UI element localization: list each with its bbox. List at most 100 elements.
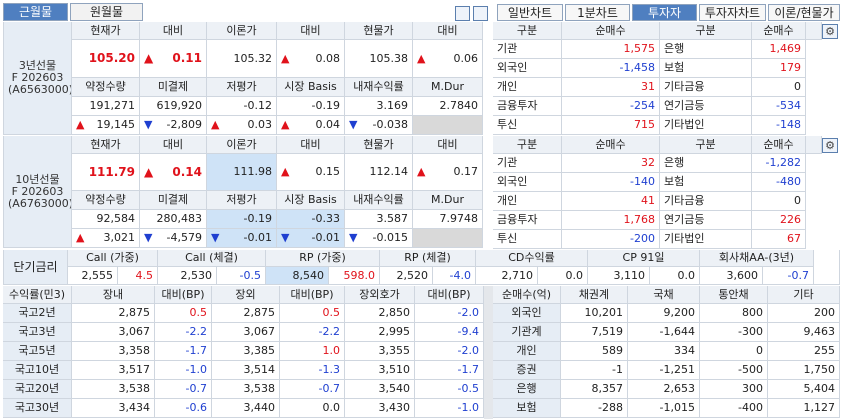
column-header: 순매수	[752, 22, 806, 40]
column-header: 대비	[277, 22, 345, 40]
month-tab[interactable]: 근월물	[3, 3, 68, 21]
net-buy-value: -1,015	[628, 399, 700, 418]
price-value: 105.38	[345, 40, 413, 78]
change-arrow: ▼	[211, 231, 220, 244]
column-header: 약정수량	[72, 78, 140, 97]
yield-value: -2.0	[415, 304, 484, 323]
yield-value: 3,430	[345, 399, 415, 418]
column-header: CD수익률	[476, 250, 588, 267]
net-buy-value: -480	[752, 173, 806, 192]
rates-label: 단기금리	[3, 250, 68, 285]
net-buy-value: 32	[562, 154, 660, 173]
investor-label: 기타법인	[660, 116, 752, 135]
change-cell: ▲ 0.04	[277, 116, 345, 135]
column-header: 순매수	[562, 22, 660, 40]
month-tab[interactable]: 원월물	[70, 3, 143, 21]
change-value: 0.14	[172, 165, 202, 179]
column-header: 대비	[140, 136, 207, 154]
column-header: M.Dur	[413, 191, 483, 210]
column-header: 장외	[212, 286, 280, 304]
yield-value: -2.2	[280, 323, 345, 342]
investor-label: 보험	[493, 399, 561, 418]
change-arrow: ▼	[281, 231, 290, 244]
yield-value: 2,850	[345, 304, 415, 323]
net-buy-value: 1,575	[562, 40, 660, 59]
yield-value: -1.0	[415, 399, 484, 418]
investor-label: 보험	[660, 173, 752, 192]
rate-value: 2,530	[158, 267, 217, 285]
yield-value: 0.5	[280, 304, 345, 323]
column-header: 현물가	[345, 22, 413, 40]
change-cell: ▲ 3,021	[72, 229, 140, 248]
column-header: 대비(BP)	[280, 286, 345, 304]
change-cell: ▲ 19,145	[72, 116, 140, 135]
view-tab[interactable]: 1분차트	[565, 4, 630, 21]
net-buy-value: -254	[562, 97, 660, 116]
investor-label: 외국인	[493, 59, 562, 78]
net-buy-value: -1	[561, 361, 628, 380]
view-tab[interactable]: 이론/현물가	[768, 4, 840, 21]
column-header: 현물가	[345, 136, 413, 154]
view-tab[interactable]: 일반차트	[497, 4, 563, 21]
column-header: 저평가	[207, 78, 277, 97]
change-arrow: ▲	[281, 52, 290, 65]
price-value: 112.14	[345, 154, 413, 191]
column-header: 채권계	[561, 286, 628, 304]
net-buy-value: -1,644	[628, 323, 700, 342]
yield-value: 3,510	[345, 361, 415, 380]
scrollbar[interactable]	[484, 286, 493, 419]
layout-icon[interactable]	[473, 6, 488, 21]
column-header: 내재수익률	[345, 191, 413, 210]
investor-label: 금융투자	[493, 97, 562, 116]
settings-icon[interactable]: ⚙	[822, 138, 838, 153]
investor-label: 은행	[493, 380, 561, 399]
stat-value: -0.33	[277, 210, 345, 229]
rate-change: 4.5	[118, 267, 158, 285]
column-header: 국채	[628, 286, 700, 304]
column-header: 대비(BP)	[415, 286, 484, 304]
net-buy-value: 0	[700, 342, 768, 361]
net-buy-value: 0	[752, 192, 806, 211]
column-header: 미결제	[140, 191, 207, 210]
rate-value: 8,540	[266, 267, 329, 285]
column-header: 이론가	[207, 136, 277, 154]
column-header: Call (가중)	[68, 250, 158, 267]
net-buy-value: 255	[768, 342, 840, 361]
net-buy-value: 8,357	[561, 380, 628, 399]
stat-value: 2.7840	[413, 97, 483, 116]
change-cell: ▼ -0.038	[345, 116, 413, 135]
net-buy-value: 800	[700, 304, 768, 323]
bond-label: 국고5년	[3, 342, 72, 361]
change-value: 0.04	[315, 118, 341, 131]
view-tab[interactable]: 투자자차트	[699, 4, 766, 21]
rate-value: 2,710	[476, 267, 538, 285]
future-name: 10년선물	[15, 172, 60, 186]
rate-change: -0.7	[763, 267, 814, 285]
change-cell: ▼ -4,579	[140, 229, 207, 248]
net-buy-value: -300	[700, 323, 768, 342]
net-buy-value: 9,200	[628, 304, 700, 323]
investor-label: 투신	[493, 230, 562, 249]
change-arrow: ▲	[281, 118, 290, 131]
investor-label: 투신	[493, 116, 562, 135]
change-value: 0.06	[453, 52, 479, 65]
investor-label: 기관계	[493, 323, 561, 342]
rate-change: -0.5	[217, 267, 266, 285]
view-tab[interactable]: 투자자	[632, 4, 697, 21]
yield-value: 2,995	[345, 323, 415, 342]
settings-icon[interactable]: ⚙	[822, 24, 838, 39]
yield-value: -1.7	[415, 361, 484, 380]
change-value: -4,579	[166, 231, 202, 244]
empty-cell	[413, 116, 483, 135]
investor-label: 개인	[493, 78, 562, 97]
net-buy-value: 715	[562, 116, 660, 135]
rates-filler	[814, 250, 840, 285]
stat-value: 619,920	[140, 97, 207, 116]
net-buy-value: 10,201	[561, 304, 628, 323]
net-buy-value: 67	[752, 230, 806, 249]
change-cell: ▲ 0.03	[207, 116, 277, 135]
bond-label: 국고20년	[3, 380, 72, 399]
column-header: 대비	[413, 136, 483, 154]
layout-icon[interactable]	[455, 6, 470, 21]
future-name: 3년선물	[18, 59, 57, 72]
